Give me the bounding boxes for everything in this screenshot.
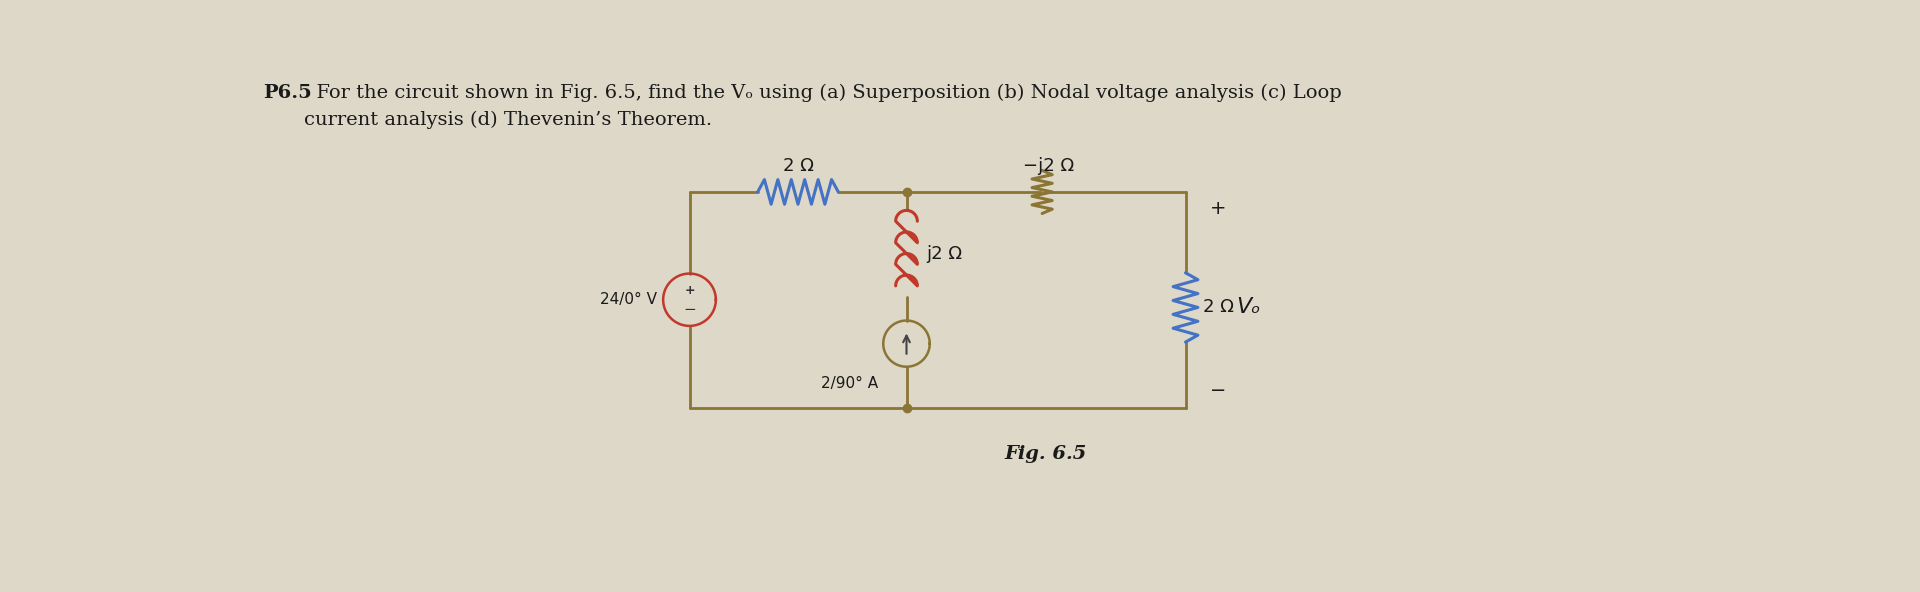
Text: −j2 Ω: −j2 Ω — [1023, 157, 1073, 175]
Text: +: + — [1210, 200, 1227, 218]
Text: 2 Ω: 2 Ω — [783, 157, 814, 175]
Text: −: − — [684, 303, 695, 317]
Text: j2 Ω: j2 Ω — [925, 244, 962, 262]
Text: P6.5: P6.5 — [263, 84, 311, 102]
Text: 2/90° A: 2/90° A — [822, 376, 879, 391]
Text: +: + — [684, 284, 695, 297]
Text: current analysis (d) Thevenin’s Theorem.: current analysis (d) Thevenin’s Theorem. — [303, 111, 712, 129]
Text: 24/0° V: 24/0° V — [599, 292, 657, 307]
Text: −: − — [1210, 381, 1227, 400]
Text: Fig. 6.5: Fig. 6.5 — [1004, 445, 1087, 463]
Text: Vₒ: Vₒ — [1236, 297, 1260, 317]
Text: 2 Ω: 2 Ω — [1202, 298, 1233, 317]
Text: For the circuit shown in Fig. 6.5, find the Vₒ using (a) Superposition (b) Nodal: For the circuit shown in Fig. 6.5, find … — [303, 84, 1342, 102]
